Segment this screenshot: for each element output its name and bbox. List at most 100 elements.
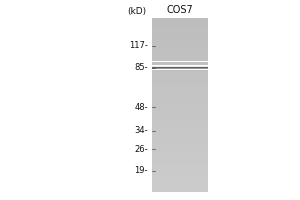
Bar [152,64,208,65]
Bar [152,85,208,86]
Bar [152,53,208,54]
Bar [152,117,208,118]
Bar [152,61,208,62]
Bar [152,166,208,167]
Bar [152,105,208,106]
Bar [152,88,208,89]
Bar [152,95,208,96]
Bar [152,43,208,44]
Bar [152,99,208,100]
Bar [152,125,208,126]
Bar [152,106,208,107]
Bar [152,66,208,67]
Bar [152,184,208,185]
Bar [152,175,208,176]
Bar [152,126,208,127]
Bar [152,103,208,104]
Bar [152,115,208,116]
Bar [152,150,208,151]
Bar [152,179,208,180]
Bar [152,107,208,108]
Bar [152,54,208,55]
Bar [152,114,208,115]
Bar [152,100,208,101]
Bar [152,33,208,34]
Bar [152,71,208,72]
Bar [152,73,208,74]
Bar [152,89,208,90]
Bar [152,165,208,166]
Bar [152,49,208,50]
Bar [152,170,208,171]
Bar [152,137,208,138]
Bar [152,149,208,150]
Bar [152,127,208,128]
Bar [152,146,208,147]
Bar [152,40,208,41]
Bar [152,157,208,158]
Bar [152,44,208,45]
Bar [152,183,208,184]
Bar [152,164,208,165]
Bar [152,97,208,98]
Bar [152,36,208,37]
Bar [152,47,208,48]
Text: 117-: 117- [129,41,148,50]
Bar [152,31,208,32]
Bar [152,151,208,152]
Bar [152,190,208,191]
Bar [152,94,208,95]
Bar [152,109,208,110]
Bar [152,51,208,52]
Bar [152,187,208,188]
Bar [152,22,208,23]
Bar [152,42,208,43]
Bar [152,140,208,141]
Bar [152,185,208,186]
Bar [152,180,208,181]
Bar [152,39,208,40]
Bar [152,160,208,161]
Bar [152,111,208,112]
Text: 85-: 85- [134,63,148,72]
Bar [152,148,208,149]
Bar [152,82,208,83]
Bar [152,67,208,68]
Bar [152,18,208,19]
Bar [152,93,208,94]
Bar [152,178,208,179]
Bar [152,104,208,105]
Bar [152,135,208,136]
Text: COS7: COS7 [167,5,194,15]
Bar [152,182,208,183]
Bar [152,25,208,26]
Bar [152,90,208,91]
Bar [152,91,208,92]
Bar [152,136,208,137]
Bar [152,45,208,46]
Bar [152,112,208,113]
Bar [152,133,208,134]
Bar [152,96,208,97]
Bar [152,72,208,73]
Bar [152,77,208,78]
Bar [152,176,208,177]
Bar [152,23,208,24]
Bar [152,101,208,102]
Bar [152,177,208,178]
Bar [152,56,208,57]
Bar [152,27,208,28]
Bar [152,29,208,30]
Bar [152,86,208,87]
Bar [152,68,208,69]
Bar [152,65,208,66]
Bar [152,120,208,121]
Bar [152,52,208,53]
Bar [152,155,208,156]
Text: 34-: 34- [134,126,148,135]
Bar [152,153,208,154]
Bar [152,69,208,70]
Bar [152,74,208,75]
Bar [152,75,208,76]
Bar [152,124,208,125]
